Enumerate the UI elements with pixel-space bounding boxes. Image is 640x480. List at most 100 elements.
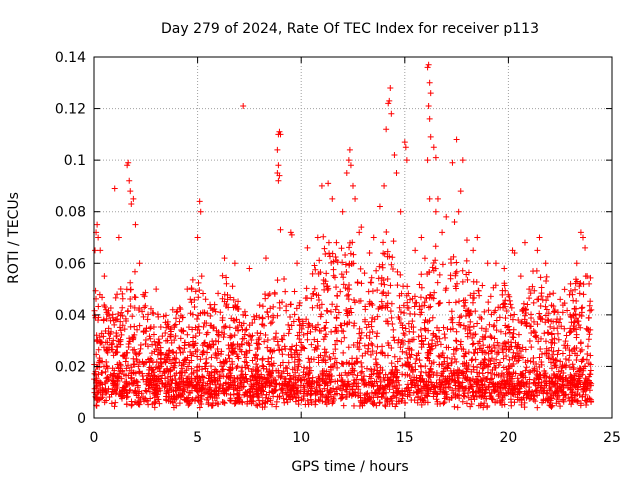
roti-point bbox=[223, 280, 230, 287]
roti-point bbox=[158, 363, 165, 370]
roti-point bbox=[369, 348, 376, 355]
roti-point bbox=[231, 317, 238, 324]
roti-point bbox=[119, 392, 126, 399]
roti-point bbox=[396, 304, 403, 311]
roti-point bbox=[225, 374, 232, 381]
roti-point bbox=[103, 306, 110, 313]
roti-point bbox=[358, 359, 365, 366]
roti-point bbox=[307, 396, 314, 403]
roti-point bbox=[434, 338, 441, 345]
roti-outlier-point bbox=[463, 237, 470, 244]
roti-point bbox=[185, 394, 192, 401]
roti-outlier-point bbox=[385, 100, 392, 107]
roti-point bbox=[185, 402, 192, 409]
roti-point bbox=[192, 324, 199, 331]
roti-point bbox=[187, 389, 194, 396]
roti-point bbox=[460, 392, 467, 399]
roti-point bbox=[100, 333, 107, 340]
roti-point bbox=[488, 347, 495, 354]
roti-point bbox=[569, 397, 576, 404]
roti-point bbox=[124, 308, 131, 315]
roti-point bbox=[426, 269, 433, 276]
roti-point bbox=[349, 355, 356, 362]
roti-point bbox=[452, 299, 459, 306]
roti-point bbox=[142, 395, 149, 402]
roti-point bbox=[142, 340, 149, 347]
roti-point bbox=[314, 321, 321, 328]
roti-point bbox=[567, 313, 574, 320]
roti-point bbox=[196, 404, 203, 411]
roti-point bbox=[349, 371, 356, 378]
roti-point bbox=[397, 344, 404, 351]
roti-point bbox=[405, 338, 412, 345]
roti-point bbox=[207, 312, 214, 319]
roti-point bbox=[441, 331, 448, 338]
roti-point bbox=[117, 285, 124, 292]
roti-point bbox=[518, 319, 525, 326]
roti-point bbox=[369, 381, 376, 388]
roti-point bbox=[207, 301, 214, 308]
roti-point bbox=[497, 328, 504, 335]
roti-point bbox=[524, 378, 531, 385]
roti-point bbox=[429, 314, 436, 321]
roti-outlier-point bbox=[304, 244, 311, 251]
roti-point bbox=[432, 384, 439, 391]
roti-point bbox=[329, 400, 336, 407]
roti-point bbox=[263, 365, 270, 372]
roti-point bbox=[131, 346, 138, 353]
roti-outlier-point bbox=[184, 286, 191, 293]
roti-point bbox=[338, 322, 345, 329]
roti-point bbox=[230, 341, 237, 348]
roti-point bbox=[408, 381, 415, 388]
roti-point bbox=[378, 274, 385, 281]
roti-point bbox=[537, 315, 544, 322]
roti-point bbox=[402, 325, 409, 332]
roti-point bbox=[506, 356, 513, 363]
roti-point bbox=[281, 343, 288, 350]
roti-outlier-point bbox=[443, 213, 450, 220]
roti-point bbox=[93, 402, 100, 409]
roti-point bbox=[362, 318, 369, 325]
roti-point bbox=[443, 285, 450, 292]
roti-point bbox=[451, 355, 458, 362]
roti-point bbox=[172, 321, 179, 328]
roti-point bbox=[243, 375, 250, 382]
roti-point bbox=[477, 345, 484, 352]
roti-point bbox=[587, 298, 594, 305]
roti-point bbox=[197, 310, 204, 317]
roti-point bbox=[405, 304, 412, 311]
roti-outlier-point bbox=[403, 157, 410, 164]
roti-point bbox=[392, 373, 399, 380]
roti-point bbox=[507, 312, 514, 319]
roti-point bbox=[521, 316, 528, 323]
roti-point bbox=[176, 345, 183, 352]
roti-point bbox=[308, 341, 315, 348]
roti-outlier-point bbox=[314, 234, 321, 241]
roti-outlier-point bbox=[424, 64, 431, 71]
roti-point bbox=[188, 375, 195, 382]
roti-point bbox=[545, 310, 552, 317]
roti-point bbox=[429, 337, 436, 344]
roti-point bbox=[448, 316, 455, 323]
roti-point bbox=[425, 327, 432, 334]
roti-point bbox=[320, 280, 327, 287]
roti-point bbox=[215, 350, 222, 357]
roti-point bbox=[110, 352, 117, 359]
roti-point bbox=[305, 320, 312, 327]
roti-point bbox=[169, 398, 176, 405]
roti-point bbox=[511, 311, 518, 318]
roti-point bbox=[404, 359, 411, 366]
roti-outlier-point bbox=[153, 286, 160, 293]
roti-point bbox=[568, 401, 575, 408]
roti-point bbox=[313, 346, 320, 353]
roti-point bbox=[354, 279, 361, 286]
roti-point bbox=[465, 394, 472, 401]
roti-point bbox=[295, 356, 302, 363]
roti-point bbox=[254, 330, 261, 337]
roti-point bbox=[555, 319, 562, 326]
roti-point bbox=[162, 312, 169, 319]
roti-point bbox=[311, 285, 318, 292]
roti-point bbox=[309, 304, 316, 311]
roti-point bbox=[91, 307, 98, 314]
roti-point bbox=[453, 268, 460, 275]
